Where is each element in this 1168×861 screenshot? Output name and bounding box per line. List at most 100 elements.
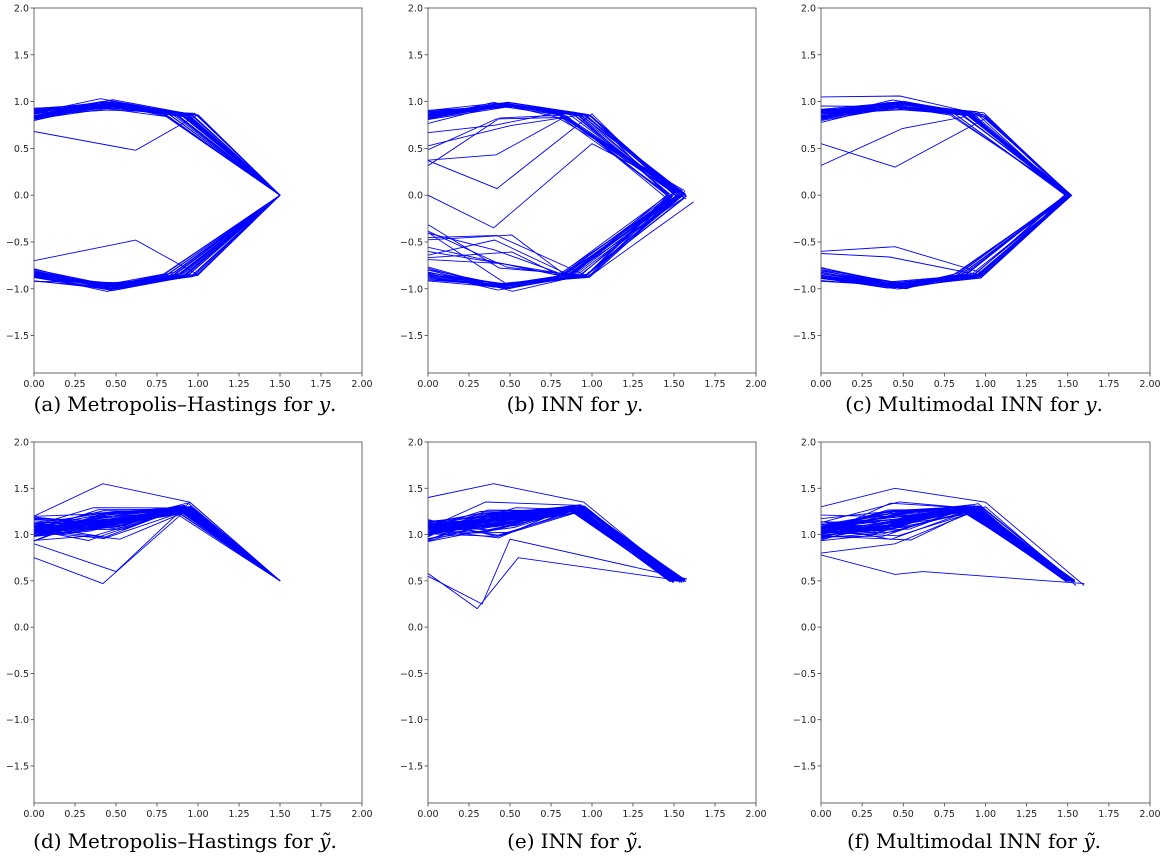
x-tick-label: 1.75	[704, 379, 725, 390]
series-line-60	[428, 113, 675, 196]
series-line-47	[428, 198, 669, 290]
y-tick-label: 1.5	[408, 50, 423, 61]
series-line-56	[428, 507, 684, 582]
caption-f-text: Multimodal INN for	[876, 829, 1077, 853]
plot-frame	[820, 441, 1151, 804]
caption-c: (c) Multimodal INN for y.	[780, 392, 1168, 416]
y-tick-label: 1.0	[801, 97, 816, 108]
x-tick-label: 0.25	[64, 379, 85, 390]
series-line-62	[34, 501, 281, 582]
y-tick-label: 2.0	[408, 4, 423, 15]
series-line-34	[34, 104, 281, 196]
series-line-58	[34, 508, 281, 582]
series-line-58	[821, 506, 1075, 583]
series-line-27	[34, 194, 281, 285]
panel-c: 0.00 0.25 0.50 0.75 1.00 1.25 1.50 1.75 2.00 −1.5…	[780, 0, 1168, 430]
caption-e-end: .	[636, 829, 643, 853]
series-line-31	[34, 194, 281, 289]
series-line-39	[428, 193, 686, 291]
series-line-38	[821, 104, 1072, 196]
data-lines	[428, 101, 694, 292]
series-line-5	[34, 194, 281, 288]
series-line-5	[821, 196, 1070, 286]
series-line-54	[34, 101, 281, 196]
series-line-20	[34, 107, 281, 196]
plot-frame	[427, 7, 757, 374]
y-tick-label: 0.0	[408, 623, 423, 634]
x-tick-label: 2.00	[1139, 379, 1160, 390]
x-tick-label: 0.50	[893, 379, 914, 390]
x-tick-label: 1.00	[187, 379, 208, 390]
x-tick-label: 1.50	[1057, 809, 1078, 820]
y-tick-label: −0.5	[6, 669, 29, 680]
caption-f: (f) Multimodal INN for ỹ.	[780, 829, 1168, 853]
series-line-43	[821, 193, 1068, 289]
series-line-59	[821, 505, 1070, 582]
series-line-8	[34, 105, 281, 196]
series-line-44	[821, 105, 1069, 197]
y-tick-label: −0.5	[6, 237, 29, 248]
caption-a-text: Metropolis–Hastings for	[67, 392, 313, 416]
y-tick-label: −1.5	[400, 331, 423, 342]
series-line-12	[821, 103, 1068, 196]
series-line-44	[428, 114, 678, 196]
x-tick-label: 0.00	[23, 809, 44, 820]
series-line-47	[821, 195, 1066, 285]
series-line-62	[428, 201, 694, 285]
caption-b-end: .	[637, 392, 644, 416]
series-line-22	[34, 105, 281, 196]
x-tick-label: 0.50	[105, 809, 126, 820]
x-tick-label: 0.25	[852, 379, 873, 390]
y-tick-label: −1.0	[400, 284, 423, 295]
x-tick-label: 1.50	[269, 379, 290, 390]
series-line-23	[821, 194, 1072, 290]
chart-f: 0.00 0.25 0.50 0.75 1.00 1.25 1.50 1.75 2.00 −1.5…	[793, 438, 1161, 821]
series-line-49	[821, 194, 1072, 286]
chart-d: 0.00 0.25 0.50 0.75 1.00 1.25 1.50 1.75 2.00 −1.5…	[6, 438, 373, 821]
x-tick-label: 2.00	[351, 809, 372, 820]
series-line-41	[34, 194, 281, 288]
x-tick-label: 2.00	[745, 379, 766, 390]
series-line-23	[428, 197, 671, 288]
x-tick-label: 0.75	[540, 379, 561, 390]
plot-frame	[427, 441, 757, 804]
x-tick-label: 0.75	[934, 379, 955, 390]
series-line-1	[821, 194, 1073, 283]
y-tick-label: −1.0	[6, 284, 29, 295]
y-tick-label: 2.0	[408, 438, 423, 449]
plot-frame	[33, 7, 363, 374]
series-line-13	[821, 195, 1072, 288]
series-line-59	[821, 193, 1068, 289]
series-line-19	[821, 194, 1070, 286]
series-line-55	[428, 193, 682, 285]
caption-d-end: .	[330, 829, 337, 853]
series-line-18	[821, 104, 1068, 196]
series-line-31	[428, 195, 682, 285]
caption-a-end: .	[330, 392, 337, 416]
series-line-59	[428, 194, 678, 277]
caption-b-var: y	[625, 392, 637, 416]
x-tick-label: 0.75	[146, 809, 167, 820]
x-tick-label: 0.00	[417, 809, 438, 820]
series-line-32	[821, 109, 1067, 197]
series-line-59	[428, 501, 671, 581]
y-tick-label: 1.5	[14, 50, 29, 61]
series-line-13	[428, 194, 680, 276]
series-line-51	[428, 193, 684, 277]
x-tick-label: 1.00	[975, 809, 996, 820]
x-tick-label: 0.75	[934, 809, 955, 820]
panel-d: 0.00 0.25 0.50 0.75 1.00 1.25 1.50 1.75 2.00 −1.5…	[0, 434, 373, 861]
series-line-45	[821, 194, 1067, 284]
x-tick-label: 1.25	[622, 379, 643, 390]
series-line-8	[821, 116, 1069, 196]
series-line-0	[34, 103, 281, 196]
series-line-11	[821, 194, 1068, 286]
caption-f-label: (f)	[847, 829, 871, 853]
caption-e-text: INN for	[540, 829, 619, 853]
caption-c-label: (c)	[845, 392, 872, 416]
series-line-21	[34, 194, 281, 289]
series-line-6	[821, 101, 1067, 196]
caption-e: (e) INN for ỹ.	[390, 829, 760, 853]
series-line-53	[34, 194, 281, 286]
x-tick-label: 0.25	[852, 809, 873, 820]
